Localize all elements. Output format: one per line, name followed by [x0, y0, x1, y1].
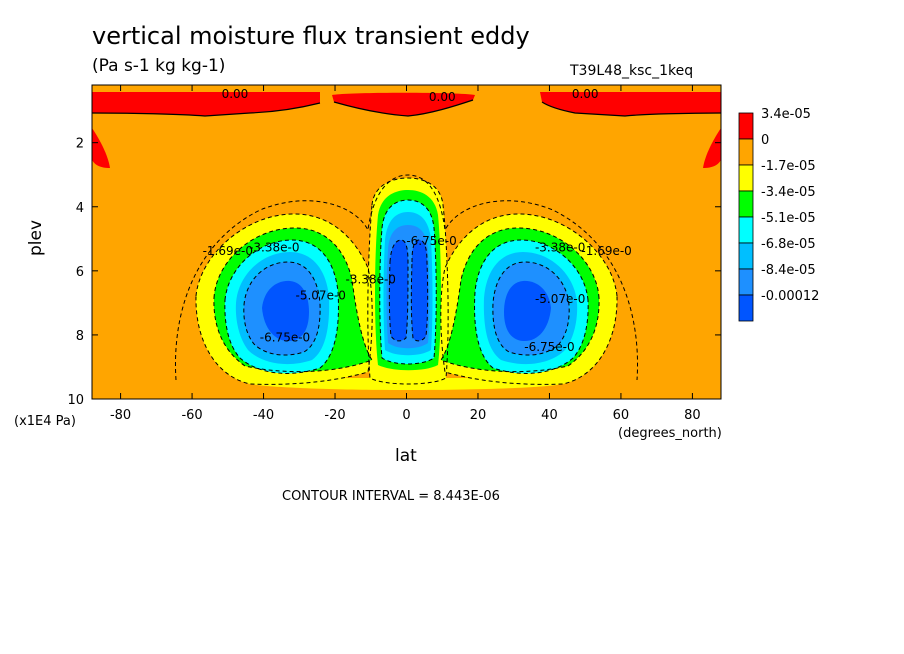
band-red-right-edge [703, 128, 721, 168]
contour-labels: 0.00 0.00 0.00-1.69e-0-3.38e-0-5.07e-0-6.7… [203, 87, 632, 354]
band-red-left-edge [92, 128, 110, 168]
x-tick-label: -40 [253, 408, 274, 423]
colorbar-swatch [738, 242, 754, 270]
contour-label: 0.00 [572, 87, 599, 101]
contour-label: -1.69e-0 [203, 244, 253, 258]
chart-units: (Pa s-1 kg kg-1) [92, 56, 226, 76]
y-ticks: 2 4 6 8 10 [67, 137, 721, 408]
contour-zero-center [333, 99, 474, 117]
contour-label: -5.07e-0 [296, 289, 346, 303]
contour-cyan-center [379, 199, 437, 365]
contour-yellow-right [440, 213, 618, 385]
x-axis-unit: (degrees_north) [618, 426, 722, 441]
contour-label: 0.00 [429, 90, 456, 104]
contour-outer [175, 174, 638, 381]
band-core-left [262, 280, 309, 342]
band-core-center-right [411, 240, 428, 341]
contour-label: 0.00 [222, 87, 249, 101]
colorbar-label: -3.4e-05 [761, 185, 816, 200]
x-tick-label: 40 [541, 408, 558, 423]
x-tick-label: 20 [470, 408, 487, 423]
contour-cyan-left [224, 239, 339, 374]
y-tick-label: 2 [76, 137, 84, 152]
contour-green-right [440, 227, 600, 373]
colorbar-label: -1.7e-05 [761, 159, 816, 174]
x-tick-label: 60 [613, 408, 630, 423]
band-core-center-left [389, 240, 408, 341]
contour-inner-center-right [410, 239, 429, 342]
x-ticks: -80 -60 -40 -20 0 20 40 60 80 [110, 85, 701, 423]
contour-interval: CONTOUR INTERVAL = 8.443E-06 [282, 489, 500, 504]
contour-green-left [213, 227, 373, 373]
contour-yellow-center [367, 177, 449, 385]
contour-dodger-right [492, 261, 570, 356]
colorbar-swatch [738, 216, 754, 244]
y-axis-unit: (x1E4 Pa) [14, 414, 76, 429]
colorbar-swatch [738, 138, 754, 166]
contour-label: -3.38e-0 [535, 241, 585, 255]
colorbar-swatch [738, 268, 754, 296]
contour-label: -6.75e-0 [406, 234, 456, 248]
contour-label: -6.75e-0 [260, 330, 310, 344]
x-tick-label: -20 [324, 408, 345, 423]
colorbar-swatch [738, 190, 754, 218]
colorbar-swatch [738, 112, 754, 140]
y-tick-label: 10 [67, 393, 84, 408]
band-yellow-bottom [250, 378, 563, 390]
colorbar-swatch [738, 164, 754, 192]
x-axis-label: lat [395, 446, 417, 466]
y-tick-label: 6 [76, 265, 84, 280]
contour-label: -1.69e-0 [581, 244, 631, 258]
colorbar-label: -5.1e-05 [761, 211, 816, 226]
colorbar-label: -0.00012 [761, 289, 819, 304]
chart-title: vertical moisture flux transient eddy [92, 22, 530, 50]
colorbar-label: 0 [761, 133, 769, 148]
contour-label: -3.38e-0 [346, 273, 396, 287]
contour-cyan-right [474, 239, 589, 374]
contour-field: 0.00 0.00 0.00-1.69e-0-3.38e-0-5.07e-0-6.7… [92, 85, 721, 399]
contour-label: -3.38e-0 [249, 241, 299, 255]
colorbar-label: 3.4e-05 [761, 107, 811, 122]
y-tick-label: 8 [76, 329, 84, 344]
x-tick-label: 0 [402, 408, 410, 423]
colorbar-label: -8.4e-05 [761, 263, 816, 278]
contour-label: -5.07e-0 [535, 292, 585, 306]
band-red-top-right [540, 92, 721, 116]
run-label: T39L48_ksc_1keq [570, 63, 694, 79]
x-tick-label: 80 [684, 408, 701, 423]
contour-dodger-left [243, 261, 321, 356]
colorbar-label: -6.8e-05 [761, 237, 816, 252]
contour-zero-right [541, 101, 721, 117]
band-core-right [504, 280, 551, 342]
y-tick-label: 4 [76, 201, 84, 216]
contour-yellow-left [195, 213, 373, 385]
band-red-top-left [92, 92, 320, 116]
x-tick-label: -60 [181, 408, 202, 423]
x-tick-label: -80 [110, 408, 131, 423]
colorbar: 3.4e-05 0 -1.7e-05 -3.4e-05 -5.1e-05 -6.8e-05… [738, 107, 819, 322]
contour-label: -6.75e-0 [524, 340, 574, 354]
contour-zero-left [92, 102, 321, 117]
colorbar-swatch [738, 294, 754, 322]
